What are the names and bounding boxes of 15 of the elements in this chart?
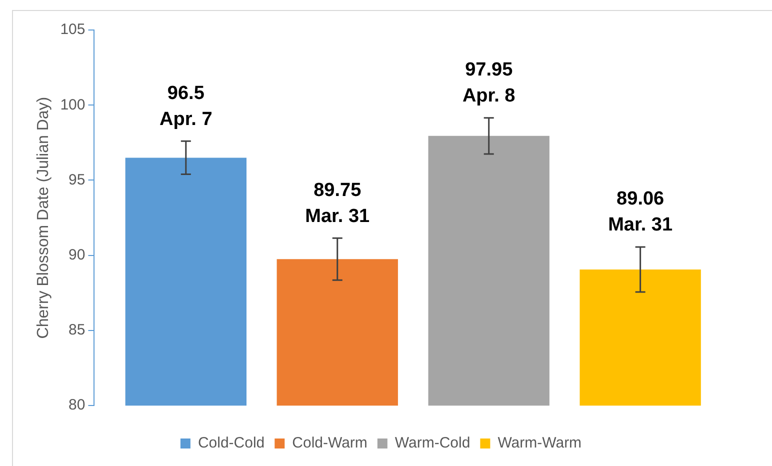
data-label: 89.06 Mar. 31 [608, 188, 673, 236]
legend-label: Cold-Cold [198, 434, 265, 452]
legend-label: Warm-Cold [394, 434, 470, 452]
y-tick-label: 95 [68, 171, 86, 188]
data-label: 96.5 Apr. 7 [160, 82, 212, 130]
data-label: 89.75 Mar. 31 [305, 180, 370, 227]
legend-label: Warm-Warm [498, 434, 582, 452]
y-tick-label: 80 [68, 396, 86, 414]
y-tick-label: 105 [60, 21, 86, 38]
y-tick-label: 100 [60, 96, 86, 114]
y-tick-label: 85 [68, 322, 86, 339]
y-tick-label: 90 [68, 246, 86, 264]
data-label: 97.95 Apr. 8 [462, 60, 516, 107]
legend-label: Cold-Warm [292, 434, 368, 452]
y-axis-title: Cherry Blossom Date (Julian Day) [35, 96, 52, 339]
